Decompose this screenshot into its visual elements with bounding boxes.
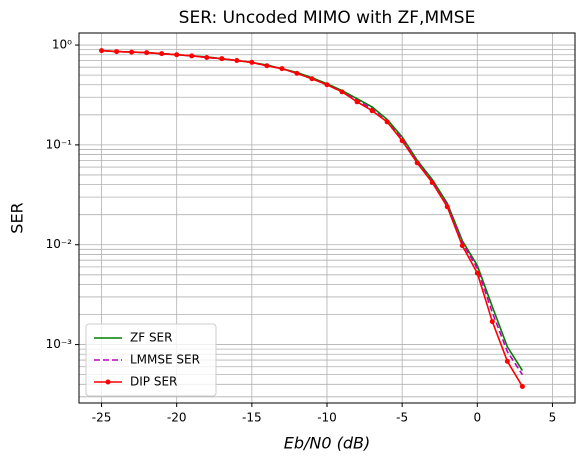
data-point [294,70,300,76]
y-tick-label: 10⁻³ [46,337,73,351]
data-point [354,99,360,105]
y-tick-label: 10⁻¹ [46,137,73,151]
data-point [99,48,105,54]
y-tick-label: 10⁰ [52,38,72,52]
x-tick-label: -25 [92,411,112,425]
data-point [429,180,435,186]
x-tick-label: -10 [317,411,337,425]
legend-label: ZF SER [130,331,172,345]
x-tick-label: -20 [167,411,187,425]
data-point [204,55,210,61]
data-point [279,66,285,72]
data-point [504,358,510,364]
data-point [399,138,405,144]
legend-label: DIP SER [130,375,177,389]
data-point [414,160,420,166]
data-point [219,56,225,62]
data-point [459,243,465,249]
data-point [489,319,495,325]
x-tick-label: 5 [549,411,557,425]
x-tick-label: -15 [242,411,262,425]
data-point [324,82,330,88]
data-point [339,89,345,95]
data-point [144,50,150,56]
legend-marker [105,379,111,385]
x-axis-label: Eb/N0 (dB) [284,434,371,453]
plot-frame [78,32,576,404]
data-point [444,204,450,210]
data-point [519,384,525,390]
data-point [384,119,390,125]
x-tick-label: 0 [473,411,481,425]
chart-title: SER: Uncoded MIMO with ZF,MMSE [179,8,476,28]
data-point [369,108,375,114]
data-point [129,49,135,55]
data-point [189,53,195,59]
x-tick-label: -5 [396,411,408,425]
data-point [174,52,180,58]
data-point [114,49,120,55]
data-point [309,76,315,82]
data-point [234,58,240,64]
y-axis-label: SER [8,202,27,233]
data-point [159,51,165,57]
y-tick-label: 10⁻² [46,237,73,251]
data-point [264,63,270,69]
legend-box [85,323,217,397]
legend-label: LMMSE SER [130,353,200,367]
data-point [249,59,255,65]
data-point [474,270,480,276]
series-line [101,49,524,371]
